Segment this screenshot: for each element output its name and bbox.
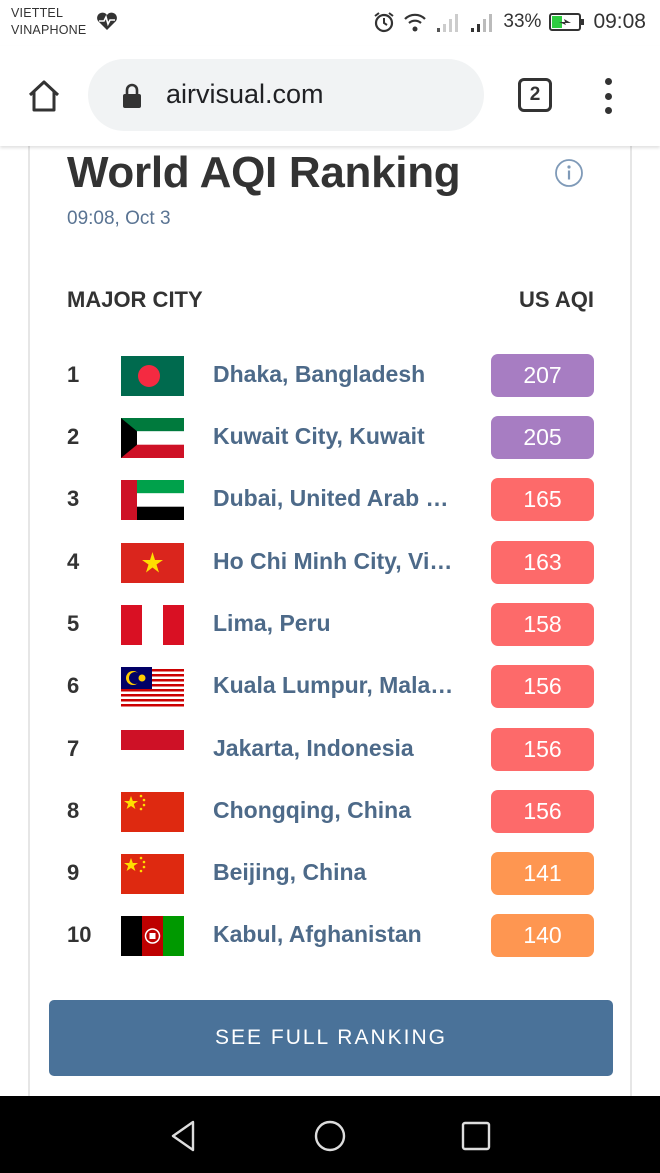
rank-number: 5: [67, 611, 80, 636]
ranking-row[interactable]: 4 Ho Chi Minh City, Vi… 163: [30, 541, 630, 585]
carrier-names: VIETTEL VINAPHONE: [11, 5, 86, 39]
aqi-badge: 156: [491, 790, 594, 833]
aqi-badge: 158: [491, 603, 594, 646]
wifi-icon: [404, 13, 427, 32]
rank-number: 4: [67, 549, 80, 574]
ranking-row[interactable]: 9 Beijing, China 141: [30, 852, 630, 896]
city-name[interactable]: Kuala Lumpur, Mala…: [213, 672, 454, 698]
flag-bangladesh-icon: [121, 356, 184, 396]
rank-number: 10: [67, 922, 92, 947]
aqi-badge: 140: [491, 914, 594, 957]
page-content: World AQI Ranking 09:08, Oct 3 MAJOR CIT…: [0, 136, 660, 1106]
signal-icon: [437, 14, 459, 32]
ranking-row[interactable]: 6: [30, 665, 630, 709]
rank-number: 8: [67, 798, 80, 823]
rank-number: 2: [67, 424, 80, 449]
status-icons: 33% 09:08: [373, 8, 646, 36]
rank-number: 6: [67, 673, 80, 698]
column-header-aqi: US AQI: [519, 287, 594, 312]
city-name[interactable]: Dubai, United Arab …: [213, 485, 449, 511]
aqi-badge: 165: [491, 478, 594, 521]
city-name[interactable]: Ho Chi Minh City, Vi…: [213, 548, 453, 574]
ranking-row[interactable]: 1 Dhaka, Bangladesh 207: [30, 354, 630, 398]
browser-toolbar: airvisual.com 2: [0, 46, 660, 146]
city-name[interactable]: Kabul, Afghanistan: [213, 921, 422, 947]
carrier-1: VIETTEL: [11, 6, 64, 20]
status-bar: VIETTEL VINAPHONE: [0, 0, 660, 46]
flag-vietnam-icon: [121, 543, 184, 583]
home-icon[interactable]: [26, 78, 62, 114]
aqi-badge: 205: [491, 416, 594, 459]
health-heartbeat-icon: [97, 12, 117, 30]
more-vert-icon[interactable]: [596, 78, 620, 114]
tabs-button[interactable]: 2: [518, 78, 552, 112]
recents-icon[interactable]: [456, 1116, 496, 1156]
flag-china-icon: [121, 854, 184, 894]
home-circle-icon[interactable]: [310, 1116, 350, 1156]
flag-kuwait-icon: [121, 418, 184, 458]
ranking-row[interactable]: 3 Dubai, United Arab … 165: [30, 478, 630, 522]
rank-number: 3: [67, 486, 80, 511]
battery-percent: 33%: [503, 11, 542, 32]
flag-uae-icon: [121, 480, 184, 520]
ranking-row[interactable]: 8 Chongqing, China 156: [30, 790, 630, 834]
battery-charging-icon: [549, 13, 585, 31]
back-icon[interactable]: [163, 1116, 203, 1156]
flag-peru-icon: [121, 605, 184, 645]
signal-icon: [471, 14, 493, 32]
aqi-ranking-card: World AQI Ranking 09:08, Oct 3 MAJOR CIT…: [28, 136, 632, 1106]
city-name[interactable]: Chongqing, China: [213, 797, 412, 823]
city-name[interactable]: Kuwait City, Kuwait: [213, 423, 425, 449]
flag-indonesia-icon: [121, 730, 184, 770]
rank-number: 1: [67, 362, 80, 387]
address-bar[interactable]: airvisual.com: [88, 59, 484, 131]
city-name[interactable]: Jakarta, Indonesia: [213, 735, 414, 761]
city-name[interactable]: Beijing, China: [213, 859, 367, 885]
aqi-badge: 156: [491, 665, 594, 708]
rank-number: 7: [67, 736, 80, 761]
flag-china-icon: [121, 792, 184, 832]
flag-malaysia-icon: [121, 667, 184, 707]
rank-number: 9: [67, 860, 80, 885]
ranking-row[interactable]: 2 Kuwait City, Kuwait 205: [30, 416, 630, 460]
aqi-badge: 163: [491, 541, 594, 584]
clock: 09:08: [593, 10, 646, 33]
carrier-2: VINAPHONE: [11, 23, 87, 37]
page-title: World AQI Ranking: [67, 148, 461, 197]
ranking-row[interactable]: 7 Jakarta, Indonesia 156: [30, 728, 630, 772]
city-name[interactable]: Lima, Peru: [213, 610, 331, 636]
aqi-badge: 141: [491, 852, 594, 895]
info-icon[interactable]: [554, 158, 584, 188]
see-full-ranking-button[interactable]: SEE FULL RANKING: [49, 1000, 613, 1076]
lock-icon: [123, 83, 141, 108]
ranking-row[interactable]: 10 Kabul, Afghanistan 140: [30, 914, 630, 958]
column-header-city: MAJOR CITY: [67, 287, 203, 312]
city-name[interactable]: Dhaka, Bangladesh: [213, 361, 426, 387]
aqi-badge: 207: [491, 354, 594, 397]
url-text[interactable]: airvisual.com: [166, 79, 324, 109]
timestamp: 09:08, Oct 3: [67, 208, 171, 229]
aqi-badge: 156: [491, 728, 594, 771]
ranking-row[interactable]: 5 Lima, Peru 158: [30, 603, 630, 647]
flag-afghanistan-icon: [121, 916, 184, 956]
alarm-icon: [374, 12, 395, 33]
android-nav-bar: [0, 1096, 660, 1173]
